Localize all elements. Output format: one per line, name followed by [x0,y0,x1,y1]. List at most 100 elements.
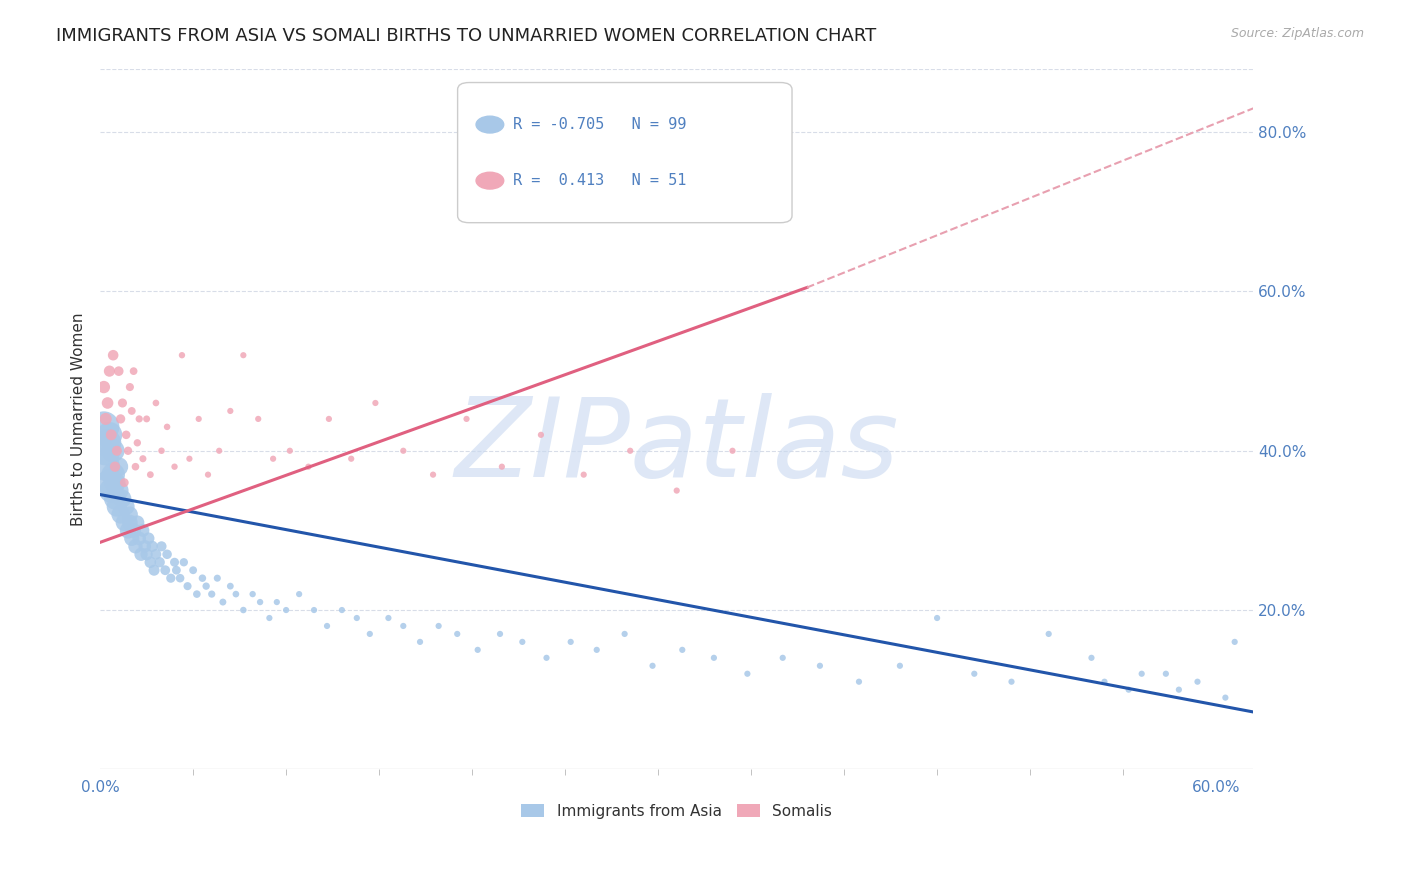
Point [330,603,353,617]
Point [201,587,224,601]
Point [1223,635,1246,649]
Text: IMMIGRANTS FROM ASIA VS SOMALI BIRTHS TO UNMARRIED WOMEN CORRELATION CHART: IMMIGRANTS FROM ASIA VS SOMALI BIRTHS TO… [56,27,876,45]
Point [149,555,172,569]
Point [150,539,173,553]
Point [247,412,270,426]
Point [1154,666,1177,681]
Point [117,443,139,458]
Point [138,532,160,546]
Point [232,603,254,617]
Point [1094,674,1116,689]
Point [100,483,122,498]
Point [665,483,688,498]
Point [808,658,831,673]
Point [165,563,187,577]
Point [232,348,254,362]
Point [266,595,288,609]
Point [392,619,415,633]
Point [118,380,141,394]
Point [197,467,219,482]
Point [191,571,214,585]
Point [98,427,121,442]
Point [122,524,145,538]
Point [318,412,340,426]
Point [163,555,186,569]
Point [288,587,311,601]
FancyBboxPatch shape [457,83,792,223]
Point [94,412,117,426]
Point [112,475,135,490]
Point [619,443,641,458]
Point [107,364,129,378]
Point [409,635,432,649]
Point [127,435,149,450]
Point [122,364,145,378]
Point [111,396,134,410]
Point [772,650,794,665]
Point [159,571,181,585]
Point [278,443,301,458]
Point [456,412,478,426]
Point [145,547,167,561]
Point [1038,627,1060,641]
Point [104,459,127,474]
Point [141,539,163,553]
Legend: Immigrants from Asia, Somalis: Immigrants from Asia, Somalis [516,797,838,825]
Point [195,579,218,593]
Point [93,420,115,434]
Point [105,443,128,458]
Point [925,611,948,625]
Point [1167,682,1189,697]
Point [427,619,450,633]
Point [364,396,387,410]
Point [169,571,191,585]
Point [115,427,138,442]
Point [128,412,150,426]
Text: ZIPatlas: ZIPatlas [454,393,898,500]
Point [1130,666,1153,681]
Point [156,420,179,434]
Point [560,635,582,649]
Point [181,563,204,577]
Point [104,475,127,490]
Point [219,579,242,593]
Point [112,516,135,530]
Point [145,396,167,410]
Point [100,427,122,442]
Circle shape [477,116,503,133]
Point [139,467,162,482]
Point [139,555,162,569]
Point [121,404,143,418]
Point [359,627,381,641]
Point [641,658,664,673]
Point [1080,650,1102,665]
Point [107,483,129,498]
Point [101,348,124,362]
Point [530,427,553,442]
Point [124,459,146,474]
Y-axis label: Births to Unmarried Women: Births to Unmarried Women [72,312,86,525]
Point [107,459,129,474]
Point [340,451,363,466]
Point [105,500,128,514]
Point [208,443,231,458]
Point [889,658,911,673]
Point [187,412,209,426]
Point [118,516,141,530]
Point [536,650,558,665]
Point [346,611,368,625]
Point [98,475,121,490]
Point [124,539,146,553]
Point [186,587,208,601]
Point [173,555,195,569]
Point [242,587,264,601]
Point [93,380,115,394]
Point [132,524,155,538]
Point [143,563,166,577]
Point [129,547,152,561]
Point [94,459,117,474]
Text: R = -0.705   N = 99: R = -0.705 N = 99 [513,117,686,132]
Point [94,443,117,458]
Point [176,579,198,593]
Point [1118,682,1140,697]
